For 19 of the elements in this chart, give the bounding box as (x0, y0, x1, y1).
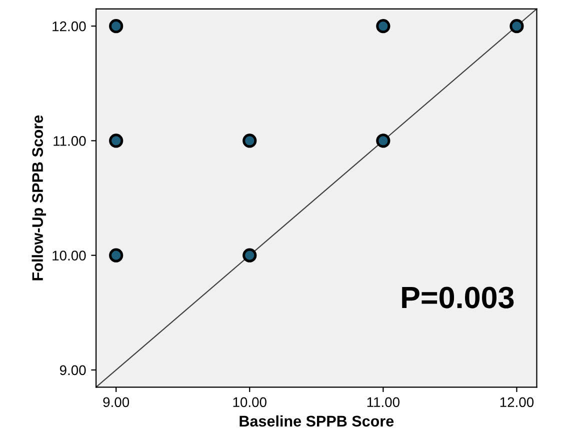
point (109, 248, 124, 262)
point (242, 134, 257, 148)
annotation: P=0.003 (402, 286, 514, 308)
x-tick-label: 12.00 (500, 397, 534, 408)
y-tick-label: 12.00 (52, 21, 86, 32)
point (376, 19, 390, 34)
point (510, 19, 524, 34)
point (242, 248, 257, 262)
y-axis-title: Follow-Up SPPB Score (32, 115, 46, 280)
y-tick-label: 10.00 (52, 250, 86, 261)
x-tick-label: 9.00 (103, 397, 130, 408)
x-tick-label: 10.00 (233, 397, 266, 408)
point (109, 19, 124, 34)
y-tick-label: 11.00 (54, 136, 86, 146)
x-tick-label: 11.00 (367, 397, 400, 408)
point (376, 134, 390, 148)
x-axis-title: Baseline SPPB Score (240, 415, 394, 427)
y-tick-label: 9.00 (60, 365, 86, 376)
point (109, 134, 124, 148)
